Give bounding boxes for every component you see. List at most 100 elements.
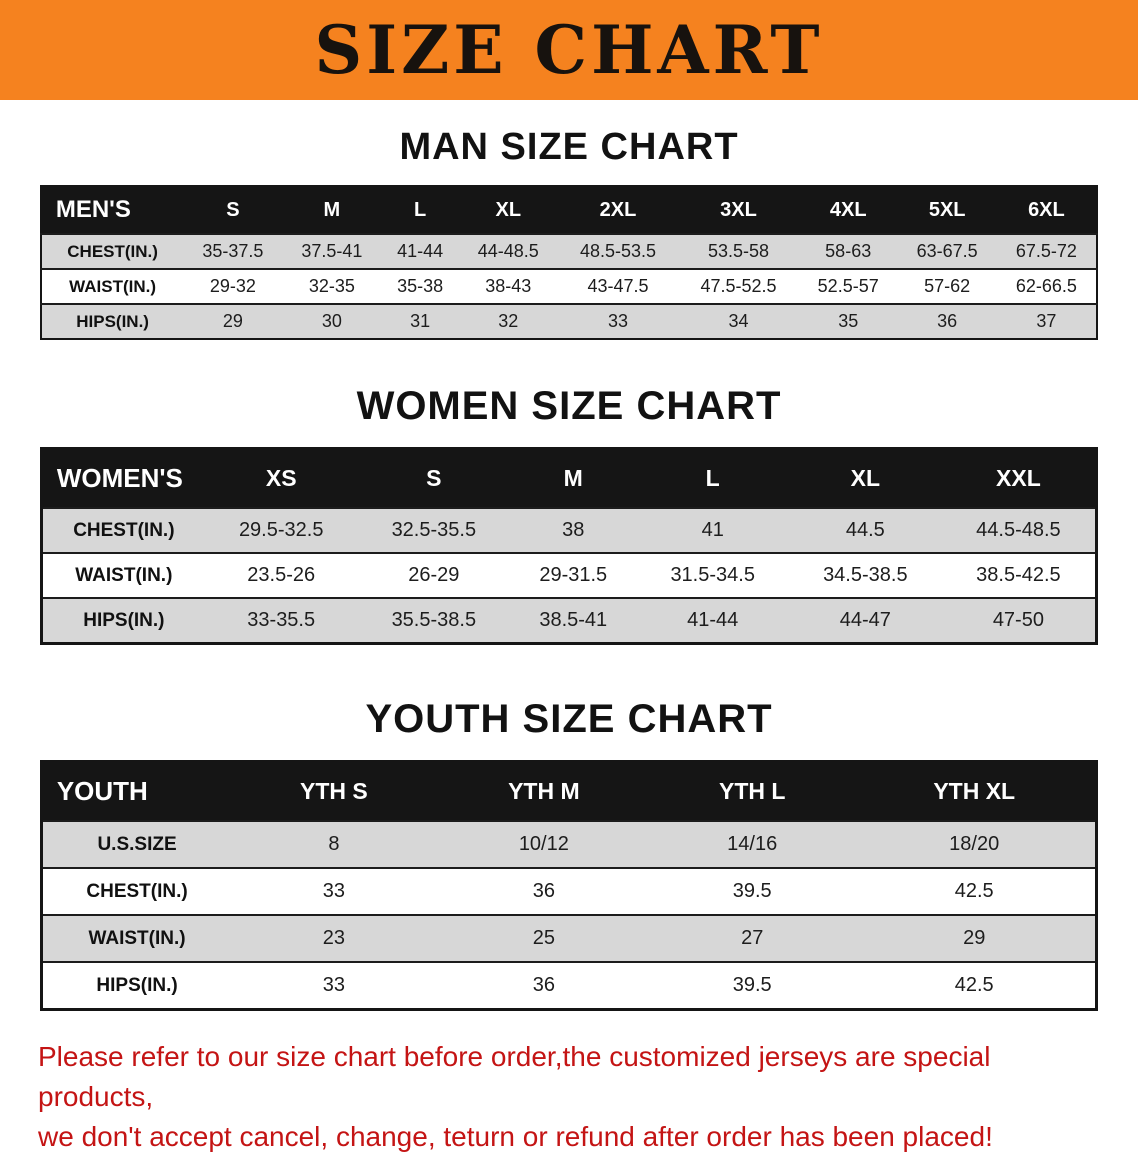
youth-size-value: 8 <box>231 821 436 868</box>
women-size-value: 35.5-38.5 <box>358 598 511 644</box>
women-size-column-header: S <box>358 449 511 509</box>
youth-size-column-header: YTH M <box>437 762 652 822</box>
men-size-value: 57-62 <box>898 269 997 304</box>
men-size-value: 35-37.5 <box>183 234 282 269</box>
men-size-value: 32-35 <box>282 269 381 304</box>
men-size-value: 29-32 <box>183 269 282 304</box>
men-size-value: 30 <box>282 304 381 339</box>
notice-line-1: Please refer to our size chart before or… <box>38 1037 1100 1117</box>
women-size-column-header: XL <box>789 449 942 509</box>
men-size-value: 41-44 <box>381 234 458 269</box>
women-size-value: 31.5-34.5 <box>636 553 789 598</box>
men-size-value: 67.5-72 <box>997 234 1098 269</box>
youth-size-value: 23 <box>231 915 436 962</box>
youth-row-label: WAIST(IN.) <box>41 915 231 962</box>
men-row-label: CHEST(IN.) <box>41 234 184 269</box>
youth-size-value: 18/20 <box>853 821 1096 868</box>
youth-row-label: CHEST(IN.) <box>41 868 231 915</box>
women-size-value: 23.5-26 <box>205 553 358 598</box>
men-size-column-header: 3XL <box>678 186 798 234</box>
men-size-value: 34 <box>678 304 798 339</box>
women-size-value: 47-50 <box>942 598 1097 644</box>
footer-notice: Please refer to our size chart before or… <box>0 1037 1138 1156</box>
men-size-column-header: S <box>183 186 282 234</box>
youth-size-value: 29 <box>853 915 1096 962</box>
youth-row-label: U.S.SIZE <box>41 821 231 868</box>
youth-size-value: 39.5 <box>651 868 853 915</box>
men-size-value: 58-63 <box>799 234 898 269</box>
men-size-column-header: 5XL <box>898 186 997 234</box>
women-row-label: CHEST(IN.) <box>41 508 205 553</box>
men-size-value: 38-43 <box>459 269 558 304</box>
men-size-value: 44-48.5 <box>459 234 558 269</box>
men-size-value: 36 <box>898 304 997 339</box>
women-size-value: 32.5-35.5 <box>358 508 511 553</box>
women-size-value: 33-35.5 <box>205 598 358 644</box>
youth-size-value: 33 <box>231 868 436 915</box>
women-size-value: 29.5-32.5 <box>205 508 358 553</box>
men-size-value: 48.5-53.5 <box>558 234 678 269</box>
women-size-value: 41 <box>636 508 789 553</box>
men-section-heading: MAN SIZE CHART <box>0 126 1138 169</box>
women-size-value: 44.5-48.5 <box>942 508 1097 553</box>
men-size-value: 32 <box>459 304 558 339</box>
notice-line-2: we don't accept cancel, change, teturn o… <box>38 1117 1100 1156</box>
women-size-column-header: XS <box>205 449 358 509</box>
men-size-column-header: M <box>282 186 381 234</box>
men-size-value: 63-67.5 <box>898 234 997 269</box>
women-size-value: 38.5-41 <box>510 598 636 644</box>
youth-row-label: HIPS(IN.) <box>41 962 231 1010</box>
youth-size-column-header: YTH S <box>231 762 436 822</box>
youth-size-value: 33 <box>231 962 436 1010</box>
banner: SIZE CHART <box>0 0 1138 100</box>
men-size-value: 47.5-52.5 <box>678 269 798 304</box>
youth-size-column-header: YTH XL <box>853 762 1096 822</box>
women-row-label: WAIST(IN.) <box>41 553 205 598</box>
women-size-value: 38.5-42.5 <box>942 553 1097 598</box>
men-size-column-header: XL <box>459 186 558 234</box>
youth-size-column-header: YTH L <box>651 762 853 822</box>
women-size-value: 26-29 <box>358 553 511 598</box>
women-size-column-header: M <box>510 449 636 509</box>
youth-size-value: 42.5 <box>853 962 1096 1010</box>
youth-size-value: 10/12 <box>437 821 652 868</box>
women-size-value: 34.5-38.5 <box>789 553 942 598</box>
men-size-column-header: 4XL <box>799 186 898 234</box>
women-size-value: 44-47 <box>789 598 942 644</box>
men-size-value: 53.5-58 <box>678 234 798 269</box>
youth-size-value: 14/16 <box>651 821 853 868</box>
youth-corner-label: YOUTH <box>41 762 231 822</box>
men-size-value: 35 <box>799 304 898 339</box>
men-row-label: HIPS(IN.) <box>41 304 184 339</box>
women-row-label: HIPS(IN.) <box>41 598 205 644</box>
women-section-heading: WOMEN SIZE CHART <box>0 384 1138 429</box>
men-size-column-header: 2XL <box>558 186 678 234</box>
youth-size-value: 42.5 <box>853 868 1096 915</box>
women-size-value: 29-31.5 <box>510 553 636 598</box>
men-size-value: 31 <box>381 304 458 339</box>
women-size-value: 44.5 <box>789 508 942 553</box>
men-size-value: 29 <box>183 304 282 339</box>
women-size-column-header: L <box>636 449 789 509</box>
men-size-column-header: L <box>381 186 458 234</box>
men-corner-label: MEN'S <box>41 186 184 234</box>
men-size-value: 43-47.5 <box>558 269 678 304</box>
youth-section-heading: YOUTH SIZE CHART <box>0 697 1138 742</box>
youth-size-value: 36 <box>437 868 652 915</box>
